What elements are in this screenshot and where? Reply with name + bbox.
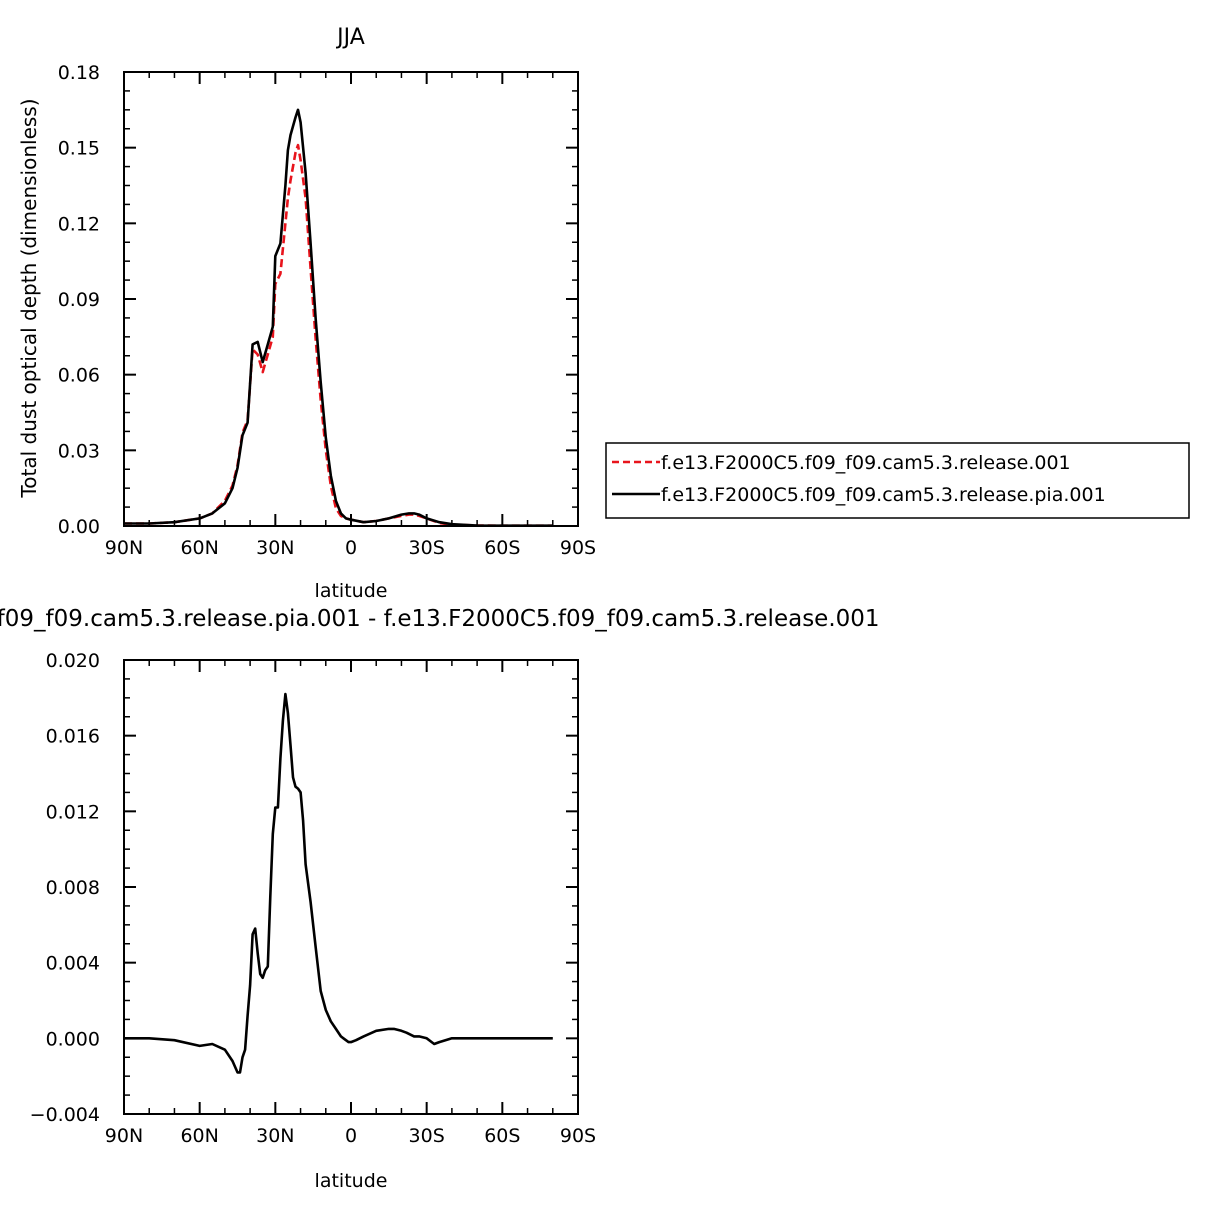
y-tick-label: 0.03 <box>58 440 100 462</box>
x-tick-label: 30N <box>256 1125 294 1147</box>
x-tick-label: 30S <box>409 537 445 559</box>
legend-label-series-2: f.e13.F2000C5.f09_f09.cam5.3.release.pia… <box>661 484 1106 506</box>
legend-box <box>605 442 1190 519</box>
x-tick-label: 0 <box>345 1125 357 1147</box>
y-tick-label: 0.020 <box>46 650 100 672</box>
chart-top-y-axis-label: Total dust optical depth (dimensionless) <box>17 98 41 498</box>
chart-top-series-2-line <box>124 108 553 526</box>
x-tick-label: 60N <box>180 1125 218 1147</box>
x-tick-label: 90N <box>105 1125 143 1147</box>
chart-bottom-title: f.e13.F2000C5.f09_f09.cam5.3.release.pia… <box>0 606 880 632</box>
chart-bottom-plot-frame <box>123 659 579 1115</box>
chart-bottom-x-axis-label: latitude <box>315 1170 388 1192</box>
x-tick-label: 0 <box>345 537 357 559</box>
x-tick-label: 90S <box>560 537 596 559</box>
legend-label-series-1: f.e13.F2000C5.f09_f09.cam5.3.release.001 <box>661 452 1071 474</box>
x-tick-label: 30N <box>256 537 294 559</box>
chart-bottom-series-layer <box>124 692 553 1074</box>
chart-top-title: JJA <box>335 25 365 50</box>
x-tick-label: 30S <box>409 1125 445 1147</box>
x-tick-label: 90S <box>560 1125 596 1147</box>
chart-bottom-ticks <box>123 659 579 1115</box>
x-tick-label: 60S <box>484 537 520 559</box>
chart-top-x-axis-label: latitude <box>315 580 388 602</box>
chart-top-ticks <box>123 71 579 527</box>
y-tick-label: 0.00 <box>58 516 100 538</box>
y-tick-label: 0.15 <box>58 138 100 160</box>
y-tick-label: −0.004 <box>30 1104 100 1126</box>
y-tick-label: 0.12 <box>58 213 100 235</box>
chart-top: JJA Total dust optical depth (dimensionl… <box>17 25 596 602</box>
chart-bottom-series-1-line <box>124 692 553 1074</box>
chart-top-series-1-line <box>124 143 553 526</box>
chart-bottom-tick-labels: 90N 60N 30N 0 30S 60S 90S −0.004 0.000 0.004 0.008… <box>30 650 596 1147</box>
chart-top-tick-labels: 90N 60N 30N 0 30S 60S 90S 0.00 0.03 0.06 0.09 0.12 0… <box>58 62 596 559</box>
y-tick-label: 0.012 <box>46 801 100 823</box>
x-tick-label: 90N <box>105 537 143 559</box>
y-tick-label: 0.008 <box>46 877 100 899</box>
y-tick-label: 0.000 <box>46 1028 100 1050</box>
y-tick-label: 0.18 <box>58 62 100 84</box>
chart-top-plot-frame <box>123 71 579 527</box>
y-tick-label: 0.016 <box>46 726 100 748</box>
x-tick-label: 60N <box>180 537 218 559</box>
legend: f.e13.F2000C5.f09_f09.cam5.3.release.001… <box>605 442 1190 519</box>
y-tick-label: 0.004 <box>46 953 100 975</box>
chart-bottom: f.e13.F2000C5.f09_f09.cam5.3.release.pia… <box>0 606 880 1192</box>
x-tick-label: 60S <box>484 1125 520 1147</box>
y-tick-label: 0.06 <box>58 365 100 387</box>
chart-top-series-layer <box>124 108 553 526</box>
y-tick-label: 0.09 <box>58 289 100 311</box>
